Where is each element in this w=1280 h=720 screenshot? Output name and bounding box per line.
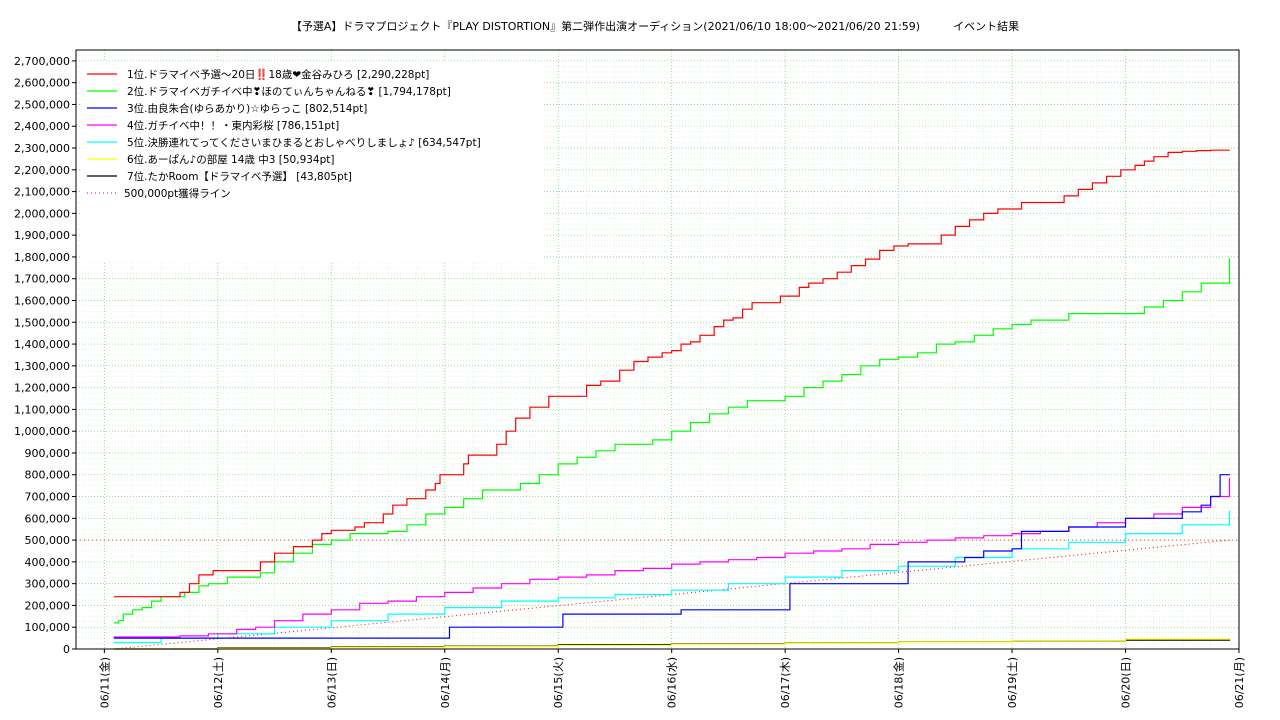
- legend-box: [80, 62, 544, 262]
- y-tick-label: 1,000,000: [14, 425, 70, 438]
- legend-entry: 4位.ガチイベ中！！・東内彩桜 [786,151pt]: [127, 119, 339, 132]
- x-tick-label: 06/20(日): [1120, 657, 1133, 708]
- y-tick-label: 400,000: [25, 556, 71, 569]
- series-line: [113, 637, 1231, 650]
- y-tick-label: 1,600,000: [14, 294, 70, 307]
- y-tick-label: 1,500,000: [14, 316, 70, 329]
- axes: 0 100,000 200,000 300,000 400,000 500,000 600,…: [14, 55, 1246, 708]
- x-tick-label: 06/13(日): [325, 657, 338, 708]
- x-tick-label: 06/12(土): [212, 657, 225, 708]
- y-tick-label: 1,400,000: [14, 338, 70, 351]
- y-tick-label: 1,100,000: [14, 403, 70, 416]
- legend-entry: 7位.たかRoom【ドラマイベ予選】 [43,805pt]: [127, 170, 352, 183]
- legend-entry: 3位.由良朱合(ゆらあかり)☆ゆらっこ [802,514pt]: [127, 102, 367, 115]
- y-tick-label: 1,200,000: [14, 382, 70, 395]
- series-line: [113, 510, 1231, 644]
- x-tick-label: 06/16(水): [666, 657, 679, 708]
- legend-entry: 2位.ドラマイベガチイベ中❣ほのてぃんちゃんねる❣ [1,794,178pt]: [127, 85, 451, 98]
- x-tick-label: 06/21(月): [1233, 657, 1246, 708]
- y-tick-label: 300,000: [25, 578, 71, 591]
- y-tick-label: 2,700,000: [14, 55, 70, 68]
- series-layer: [76, 149, 1239, 650]
- x-tick-label: 06/11(金): [97, 657, 111, 708]
- x-tick-label: 06/17(木): [779, 657, 792, 708]
- y-tick-label: 2,200,000: [14, 164, 70, 177]
- y-tick-label: 800,000: [25, 469, 71, 482]
- y-tick-label: 1,300,000: [14, 360, 70, 373]
- series-line: [113, 474, 1231, 639]
- y-tick-label: 700,000: [25, 491, 71, 504]
- y-tick-label: 2,300,000: [14, 142, 70, 155]
- x-tick-label: 06/19(土): [1006, 657, 1019, 708]
- y-tick-label: 2,600,000: [14, 77, 70, 90]
- y-tick-label: 1,700,000: [14, 273, 70, 286]
- y-tick-label: 2,100,000: [14, 186, 70, 199]
- x-tick-label: 06/15(火): [552, 657, 565, 708]
- y-tick-label: 1,900,000: [14, 229, 70, 242]
- y-tick-label: 500,000: [25, 534, 71, 547]
- legend-entry: 6位.あーぱん♪の部屋 14歳 中3 [50,934pt]: [127, 153, 335, 166]
- y-tick-label: 200,000: [25, 599, 71, 612]
- y-tick-label: 600,000: [25, 512, 71, 525]
- series-line: [113, 258, 1231, 624]
- y-tick-label: 2,500,000: [14, 98, 70, 111]
- y-tick-label: 100,000: [25, 621, 71, 634]
- legend: 1位.ドラマイベ予選〜20日‼️18歳❤金谷みひろ [2,290,228pt] 2…: [80, 62, 544, 262]
- y-tick-label: 900,000: [25, 447, 71, 460]
- y-tick-label: 2,400,000: [14, 120, 70, 133]
- series-line: [113, 149, 1231, 598]
- y-tick-label: 2,000,000: [14, 207, 70, 220]
- y-tick-label: 0: [63, 643, 70, 656]
- plot-frame: [75, 49, 1240, 650]
- x-tick-label: 06/18(金): [892, 657, 906, 708]
- legend-entry-reference: 500,000pt獲得ライン: [124, 187, 231, 200]
- legend-entry: 1位.ドラマイベ予選〜20日‼️18歳❤金谷みひろ [2,290,228pt]: [127, 68, 429, 81]
- legend-entry: 5位.決勝連れてってくださいまひまるとおしゃべりしましょ♪ [634,547pt…: [127, 136, 481, 149]
- x-tick-label: 06/14(月): [439, 657, 452, 708]
- y-tick-label: 1,800,000: [14, 251, 70, 264]
- chart-title: 【予選A】ドラマプロジェクト『PLAY DISTORTION』第二弾作出演オーデ…: [291, 19, 1019, 33]
